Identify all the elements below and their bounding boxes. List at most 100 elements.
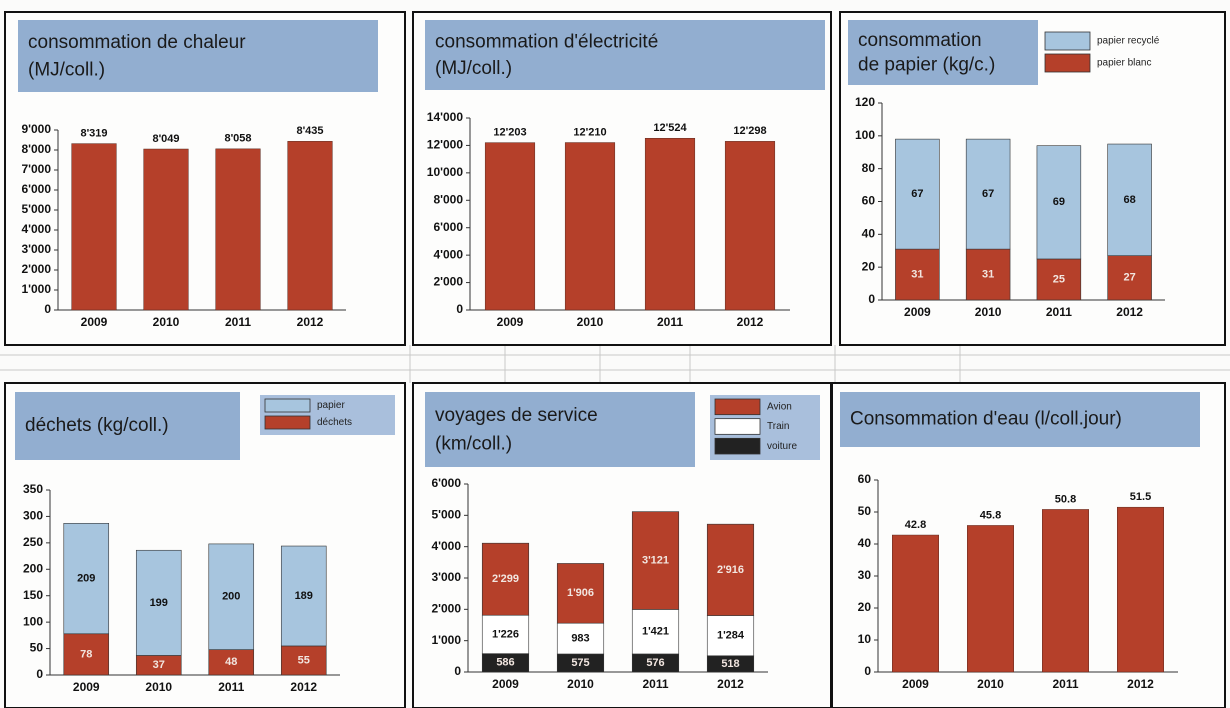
value-label: 67 [982,188,994,200]
bar [564,142,616,311]
value-label: 1'421 [642,626,669,638]
value-label: 199 [150,597,168,609]
y-tick-label: 4'000 [21,222,51,236]
chart-subtitle: (MJ/coll.) [28,59,105,80]
y-tick-label: 12'000 [427,138,464,152]
value-label: 27 [1124,272,1136,284]
value-label: 983 [571,632,589,644]
bar-segment [1036,145,1082,260]
y-tick-label: 40 [862,227,876,241]
title-box [848,20,1038,85]
y-tick-label: 14'000 [427,110,464,124]
bar-segment [481,614,530,654]
legend-label: voiture [767,441,797,452]
value-label: 2'916 [717,564,744,576]
x-tick-label: 2010 [145,680,172,694]
bar [71,143,117,311]
y-tick-label: 150 [23,588,43,602]
value-label: 189 [295,590,313,602]
x-tick-label: 2009 [73,680,100,694]
value-label: 68 [1124,194,1136,206]
bar-segment [706,615,755,657]
y-tick-label: 30 [858,568,872,582]
y-tick-label: 4'000 [433,247,463,261]
bar-segment [895,138,940,250]
value-label: 8'058 [224,133,251,145]
chart-panel: consommation de chaleur (MJ/coll.) 0 1'000 2… [4,11,406,346]
bar-segment [1107,143,1152,256]
bar-segment [965,248,1011,301]
x-tick-label: 2009 [492,677,519,691]
chart-subtitle: (MJ/coll.) [435,58,512,79]
chart-title: voyages de service [435,405,598,426]
x-tick-label: 2009 [497,315,524,329]
value-label: 200 [222,591,240,603]
value-label: 209 [77,572,95,584]
chart-title: déchets (kg/coll.) [25,415,169,436]
chart-title: Consommation d'eau (l/coll.jour) [850,409,1122,430]
bar [287,141,333,311]
bar [484,142,536,311]
value-label: 31 [911,268,923,280]
y-tick-label: 40 [858,536,872,550]
x-tick-label: 2009 [81,315,108,329]
x-tick-label: 2011 [1052,677,1078,691]
bar-segment [280,545,327,647]
bar [724,141,776,311]
bar [1117,506,1164,673]
bar [215,148,261,311]
value-label: 45.8 [980,509,1001,521]
y-tick-label: 0 [868,292,875,306]
chart-title: consommation [858,30,982,51]
x-tick-label: 2009 [902,677,929,691]
value-label: 2'299 [492,573,519,585]
chart-panel: voyages de service (km/coll.) 0 1'000 2'000 3… [412,382,832,708]
x-tick-label: 2010 [975,305,1002,319]
chart-title: consommation de chaleur [28,32,246,53]
x-tick-label: 2012 [290,680,317,694]
y-tick-label: 0 [456,302,463,316]
value-label: 51.5 [1130,491,1151,503]
title-box [425,20,825,90]
bar-segment [63,522,110,635]
value-label: 78 [80,648,92,660]
bar [967,525,1014,673]
y-tick-label: 3'000 [21,242,51,256]
y-tick-label: 300 [23,509,43,523]
y-tick-label: 100 [23,614,43,628]
legend-label: déchets [317,417,352,428]
legend-label: papier recyclé [1097,36,1160,47]
x-tick-label: 2009 [904,305,931,319]
y-tick-label: 20 [862,259,876,273]
y-tick-label: 2'000 [433,275,463,289]
legend-swatch [264,398,311,413]
x-tick-label: 2011 [218,680,244,694]
y-tick-label: 1'000 [21,282,51,296]
y-tick-label: 2'000 [431,602,461,616]
bar [143,148,189,311]
title-box [18,20,378,92]
value-label: 67 [911,188,923,200]
value-label: 8'049 [152,133,179,145]
bar-segment [63,633,110,676]
bar-segment [631,511,680,610]
legend-label: papier blanc [1097,58,1151,69]
y-tick-label: 5'000 [431,508,461,522]
value-label: 1'284 [717,630,745,642]
y-tick-label: 60 [862,194,876,208]
chart-panel: Consommation d'eau (l/coll.jour) 0 10 20 30 4… [831,382,1226,708]
y-tick-label: 8'000 [433,192,463,206]
y-tick-label: 0 [864,664,871,678]
title-box [425,392,695,467]
x-tick-label: 2012 [737,315,764,329]
bar [1042,509,1089,673]
bar-segment [208,543,255,650]
y-tick-label: 6'000 [21,182,51,196]
x-tick-label: 2011 [1046,305,1072,319]
y-tick-label: 0 [454,664,461,678]
bar-segment [481,542,530,616]
bar-segment [706,523,755,616]
sheet-grid [0,345,1230,383]
value-label: 48 [225,656,237,668]
